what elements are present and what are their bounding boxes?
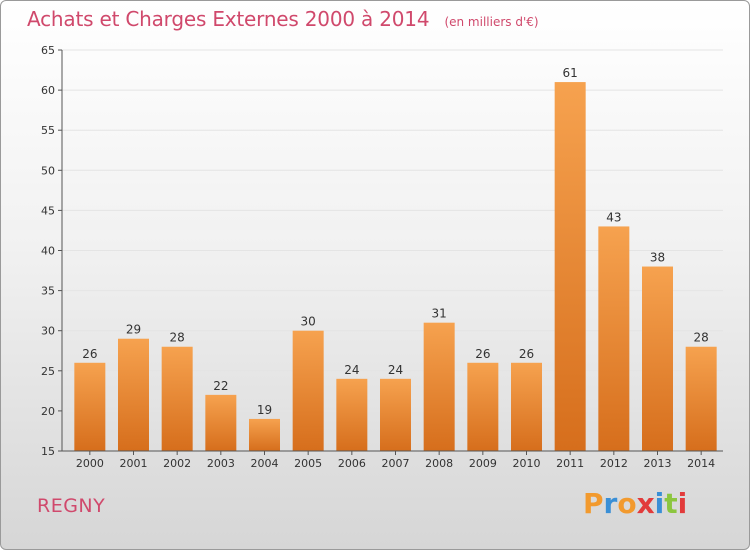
bar-2001	[118, 338, 149, 451]
y-tick-label-65: 65	[41, 44, 55, 57]
value-label-2010: 26	[519, 347, 534, 361]
bar-2010	[511, 362, 542, 451]
value-label-2012: 43	[606, 210, 621, 224]
y-tick-label-20: 20	[41, 405, 55, 418]
title-row: Achats et Charges Externes 2000 à 2014 (…	[27, 7, 539, 31]
bar-2002	[161, 346, 193, 451]
value-label-2011: 61	[563, 66, 578, 80]
bar-2013	[642, 266, 673, 451]
logo-letter: i	[677, 487, 688, 520]
x-tick-label-2013: 2013	[644, 457, 672, 470]
proxiti-logo[interactable]: Proxiti	[583, 487, 687, 520]
y-tick-label-35: 35	[41, 285, 55, 298]
x-tick-label-2000: 2000	[76, 457, 104, 470]
value-label-2001: 29	[126, 323, 141, 337]
logo-letter: i	[654, 487, 665, 520]
x-tick-label-2005: 2005	[294, 457, 322, 470]
y-tick-label-25: 25	[41, 365, 55, 378]
logo-letter: P	[583, 487, 604, 520]
logo-letter: o	[617, 487, 637, 520]
x-tick-label-2012: 2012	[600, 457, 628, 470]
x-tick-label-2007: 2007	[382, 457, 410, 470]
axes: 15 20 25 30 35 40 45 50 55 60 65 2000 2001 2002 2003 20…	[41, 44, 723, 470]
logo-letter: r	[603, 487, 618, 520]
y-tick-label-50: 50	[41, 164, 55, 177]
y-tick-label-15: 15	[41, 445, 55, 458]
chart-title: Achats et Charges Externes 2000 à 2014	[27, 7, 430, 31]
bar-2009	[467, 362, 499, 451]
x-tick-label-2004: 2004	[251, 457, 279, 470]
value-label-2007: 24	[388, 363, 403, 377]
value-label-2003: 22	[213, 379, 228, 393]
y-tick-label-30: 30	[41, 325, 55, 338]
value-label-2013: 38	[650, 251, 665, 265]
chart-unit: (en milliers d'€)	[444, 15, 539, 29]
data-labels: 26 29 28 22 19 30 24 24 31 26 26 61 43 38 28	[82, 66, 709, 417]
value-label-2004: 19	[257, 403, 272, 417]
y-tick-label-45: 45	[41, 204, 55, 217]
bar-2005	[292, 330, 324, 451]
x-tick-label-2009: 2009	[469, 457, 497, 470]
bar-2014	[685, 346, 717, 451]
x-tick-label-2002: 2002	[163, 457, 191, 470]
value-label-2008: 31	[432, 307, 447, 321]
value-label-2000: 26	[82, 347, 97, 361]
bar-2012	[598, 226, 630, 451]
x-tick-label-2011: 2011	[556, 457, 584, 470]
bar-2000	[74, 362, 106, 451]
x-tick-label-2003: 2003	[207, 457, 235, 470]
bar-2011	[554, 82, 586, 451]
logo-letter: x	[636, 487, 655, 520]
bar-2004	[249, 418, 280, 451]
x-tick-label-2010: 2010	[513, 457, 541, 470]
x-tick-label-2014: 2014	[687, 457, 715, 470]
commune-name: REGNY	[37, 495, 106, 517]
logo-letter: t	[664, 487, 678, 520]
bar-2008	[423, 322, 455, 451]
x-tick-label-2006: 2006	[338, 457, 366, 470]
y-tick-label-40: 40	[41, 245, 55, 258]
x-tick-label-2008: 2008	[425, 457, 453, 470]
bar-2003	[205, 394, 237, 451]
y-tick-label-55: 55	[41, 124, 55, 137]
value-label-2009: 26	[475, 347, 490, 361]
bars	[74, 82, 717, 451]
bar-2006	[336, 378, 368, 451]
value-label-2014: 28	[694, 331, 709, 345]
value-label-2006: 24	[344, 363, 359, 377]
y-tick-label-60: 60	[41, 84, 55, 97]
value-label-2005: 30	[301, 315, 316, 329]
bar-2007	[380, 378, 411, 451]
value-label-2002: 28	[170, 331, 185, 345]
x-tick-label-2001: 2001	[120, 457, 148, 470]
